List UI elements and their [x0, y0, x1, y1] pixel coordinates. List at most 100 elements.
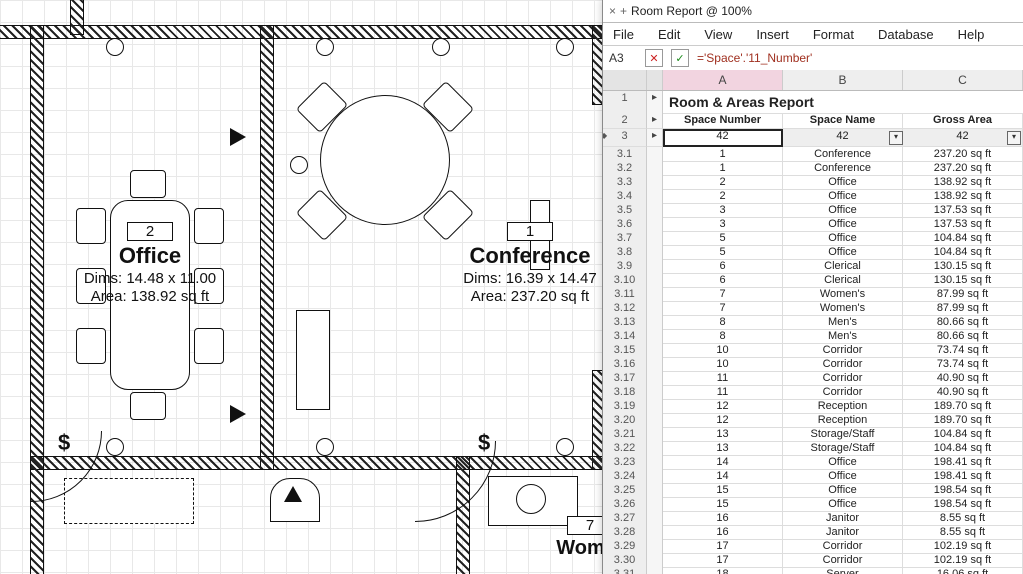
cell-space-name[interactable]: Office [783, 189, 903, 204]
cell-space-name[interactable]: Storage/Staff [783, 441, 903, 456]
cell-space-number[interactable]: 15 [663, 497, 783, 512]
cell-gross-area[interactable]: 8.55 sq ft [903, 511, 1023, 526]
row-number[interactable]: 3.10 [603, 273, 647, 288]
cell-space-number[interactable]: 6 [663, 259, 783, 274]
cell-space-number[interactable]: 16 [663, 525, 783, 540]
row-number[interactable]: 3.5 [603, 203, 647, 218]
row-number[interactable]: 3.24 [603, 469, 647, 484]
row-number[interactable]: 3.29 [603, 539, 647, 554]
row-number[interactable]: 3.4 [603, 189, 647, 204]
cell-gross-area[interactable]: 189.70 sq ft [903, 399, 1023, 414]
menu-edit[interactable]: Edit [658, 27, 680, 42]
row-number[interactable]: 3.3 [603, 175, 647, 190]
cell-gross-area[interactable]: 130.15 sq ft [903, 273, 1023, 288]
cell-gross-area[interactable]: 189.70 sq ft [903, 413, 1023, 428]
cell-gross-area[interactable]: 104.84 sq ft [903, 441, 1023, 456]
row-number[interactable]: 3.13 [603, 315, 647, 330]
cell-space-name[interactable]: Storage/Staff [783, 427, 903, 442]
row-number[interactable]: 3.14 [603, 329, 647, 344]
cell-space-number[interactable]: 2 [663, 175, 783, 190]
row-number[interactable]: 3.18 [603, 385, 647, 400]
cell-space-number[interactable]: 12 [663, 413, 783, 428]
cell-space-name[interactable]: Corridor [783, 385, 903, 400]
cell-space-number[interactable]: 13 [663, 441, 783, 456]
cell-space-name[interactable]: Office [783, 455, 903, 470]
cell-gross-area[interactable]: 198.41 sq ft [903, 469, 1023, 484]
row-number[interactable]: 3.19 [603, 399, 647, 414]
cell-space-name[interactable]: Office [783, 245, 903, 260]
col-header-B[interactable]: B [783, 70, 903, 90]
cell-space-number[interactable]: 7 [663, 301, 783, 316]
cell-space-number[interactable]: 18 [663, 567, 783, 574]
cell-space-number[interactable]: 11 [663, 385, 783, 400]
cell-gross-area[interactable]: 104.84 sq ft [903, 231, 1023, 246]
cell-space-name[interactable]: Men's [783, 329, 903, 344]
cell-space-name[interactable]: Office [783, 483, 903, 498]
cancel-formula-button[interactable]: ✕ [645, 49, 663, 67]
cell-space-name[interactable]: Office [783, 469, 903, 484]
row-number[interactable]: 3 [603, 129, 647, 147]
cell-space-name[interactable]: Server [783, 567, 903, 574]
cell-gross-area[interactable]: 198.41 sq ft [903, 455, 1023, 470]
cell-space-number[interactable]: 17 [663, 553, 783, 568]
cell-C3[interactable]: 42 [903, 129, 1023, 147]
row-number[interactable]: 3.22 [603, 441, 647, 456]
cell-space-name[interactable]: Conference [783, 161, 903, 176]
cell-space-number[interactable]: 3 [663, 203, 783, 218]
col-header-C[interactable]: C [903, 70, 1023, 90]
cell-space-number[interactable]: 5 [663, 231, 783, 246]
row-number[interactable]: 2 [603, 113, 647, 129]
cell-gross-area[interactable]: 138.92 sq ft [903, 175, 1023, 190]
cell-space-name[interactable]: Reception [783, 413, 903, 428]
cell-gross-area[interactable]: 40.90 sq ft [903, 385, 1023, 400]
cell-B3[interactable]: 42 [783, 129, 903, 147]
row-number[interactable]: 3.28 [603, 525, 647, 540]
menu-format[interactable]: Format [813, 27, 854, 42]
cell-space-number[interactable]: 10 [663, 357, 783, 372]
outline-toggle[interactable]: ▸ [647, 129, 663, 147]
cell-gross-area[interactable]: 102.19 sq ft [903, 539, 1023, 554]
cell-space-number[interactable]: 13 [663, 427, 783, 442]
corner-cell[interactable] [603, 70, 647, 90]
row-number[interactable]: 3.21 [603, 427, 647, 442]
row-number[interactable]: 3.23 [603, 455, 647, 470]
spreadsheet-grid[interactable]: A B C 1 ▸ Room & Areas Report 2 ▸ Space … [603, 70, 1023, 574]
cell-space-name[interactable]: Office [783, 231, 903, 246]
cell-gross-area[interactable]: 73.74 sq ft [903, 357, 1023, 372]
outline-toggle[interactable]: ▸ [647, 113, 663, 129]
cell-space-number[interactable]: 7 [663, 287, 783, 302]
cell-space-name[interactable]: Men's [783, 315, 903, 330]
row-number[interactable]: 3.26 [603, 497, 647, 512]
cell-gross-area[interactable]: 80.66 sq ft [903, 329, 1023, 344]
cell-space-name[interactable]: Reception [783, 399, 903, 414]
row-number[interactable]: 3.8 [603, 245, 647, 260]
col-header-A[interactable]: A [663, 70, 783, 90]
menu-insert[interactable]: Insert [756, 27, 789, 42]
row-number[interactable]: 3.9 [603, 259, 647, 274]
cell-gross-area[interactable]: 237.20 sq ft [903, 161, 1023, 176]
row-number[interactable]: 3.7 [603, 231, 647, 246]
cell-space-number[interactable]: 1 [663, 147, 783, 162]
cell-space-number[interactable]: 5 [663, 245, 783, 260]
cell-space-number[interactable]: 2 [663, 189, 783, 204]
cell-A3[interactable]: 42 [663, 129, 783, 147]
cell-gross-area[interactable]: 237.20 sq ft [903, 147, 1023, 162]
cell-gross-area[interactable]: 198.54 sq ft [903, 497, 1023, 512]
cell-space-name[interactable]: Clerical [783, 273, 903, 288]
cell-gross-area[interactable]: 73.74 sq ft [903, 343, 1023, 358]
cell-space-name[interactable]: Office [783, 175, 903, 190]
outline-toggle[interactable]: ▸ [647, 91, 663, 114]
row-number[interactable]: 3.11 [603, 287, 647, 302]
cell-space-number[interactable]: 16 [663, 511, 783, 526]
row-number[interactable]: 3.20 [603, 413, 647, 428]
row-number[interactable]: 3.27 [603, 511, 647, 526]
cell-space-name[interactable]: Office [783, 203, 903, 218]
row-number[interactable]: 3.2 [603, 161, 647, 176]
row-number[interactable]: 3.25 [603, 483, 647, 498]
cell-space-number[interactable]: 6 [663, 273, 783, 288]
row-number[interactable]: 3.16 [603, 357, 647, 372]
spreadsheet-window[interactable]: × + Room Report @ 100% File Edit View In… [602, 0, 1023, 574]
cell-gross-area[interactable]: 80.66 sq ft [903, 315, 1023, 330]
cell-space-number[interactable]: 8 [663, 329, 783, 344]
cell-space-name[interactable]: Office [783, 217, 903, 232]
